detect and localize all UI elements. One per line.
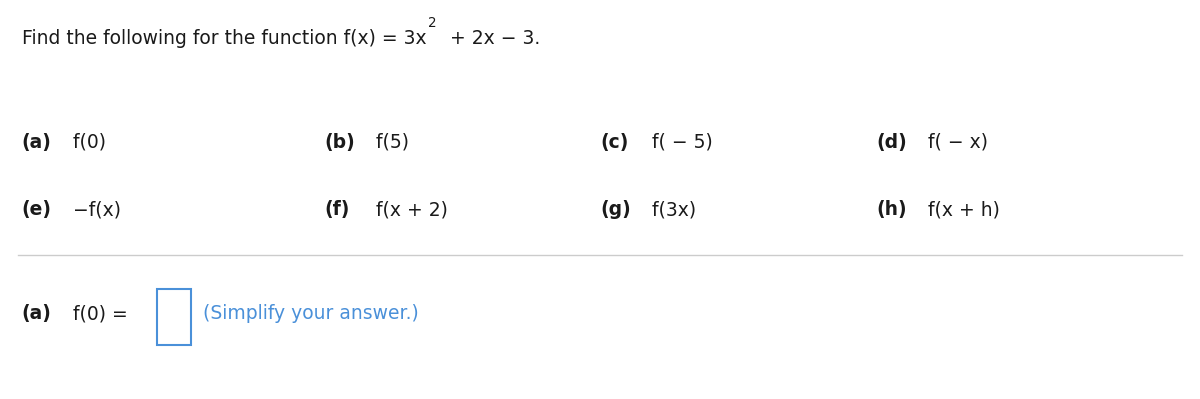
Text: (Simplify your answer.): (Simplify your answer.) — [197, 304, 419, 323]
Text: (c): (c) — [600, 132, 629, 152]
Text: f(5): f(5) — [370, 132, 408, 152]
Text: f(3x): f(3x) — [646, 200, 696, 219]
FancyBboxPatch shape — [157, 289, 191, 345]
Text: (e): (e) — [22, 200, 52, 219]
Text: −f(x): −f(x) — [67, 200, 121, 219]
Text: (g): (g) — [600, 200, 631, 219]
Text: f( − x): f( − x) — [922, 132, 988, 152]
Text: (a): (a) — [22, 132, 52, 152]
Text: f(x + h): f(x + h) — [922, 200, 1000, 219]
Text: Find the following for the function f(x) = 3x: Find the following for the function f(x)… — [22, 29, 426, 48]
Text: (f): (f) — [324, 200, 349, 219]
Text: f( − 5): f( − 5) — [646, 132, 713, 152]
Text: (b): (b) — [324, 132, 355, 152]
Text: + 2x − 3.: + 2x − 3. — [444, 29, 540, 48]
Text: f(0): f(0) — [67, 132, 106, 152]
Text: f(0) =: f(0) = — [67, 304, 128, 323]
Text: (a): (a) — [22, 304, 52, 323]
Text: (h): (h) — [876, 200, 907, 219]
Text: (d): (d) — [876, 132, 907, 152]
Text: 2: 2 — [428, 16, 437, 30]
Text: f(x + 2): f(x + 2) — [370, 200, 448, 219]
